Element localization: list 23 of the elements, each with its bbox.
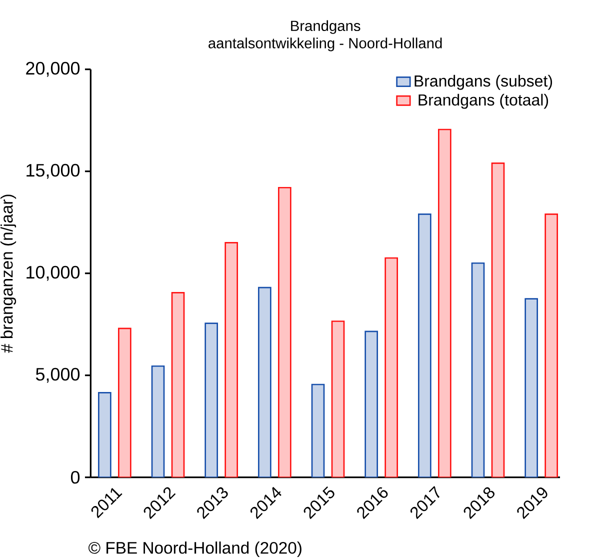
legend-label: Brandgans (subset) <box>414 74 552 90</box>
bar <box>118 328 132 478</box>
y-tick-label: 15,000 <box>26 164 80 179</box>
bar <box>331 320 345 478</box>
bar <box>224 242 238 478</box>
bar <box>491 162 505 478</box>
y-tick-label: 5,000 <box>36 368 80 383</box>
y-tick-label: 10,000 <box>26 266 80 281</box>
bar <box>544 213 558 478</box>
bar <box>471 262 485 478</box>
legend-label: Brandgans (totaal) <box>418 94 548 109</box>
y-tick-label: 20,000 <box>26 62 80 77</box>
chart-title: Brandgans <box>291 20 360 34</box>
bar <box>384 257 398 478</box>
bar <box>311 384 325 478</box>
bar <box>171 292 185 478</box>
y-tick-label: 0 <box>70 470 80 484</box>
y-axis-title: # branganzen (n/jaar) <box>0 194 16 353</box>
bar <box>278 186 292 478</box>
bar <box>438 128 452 478</box>
bar <box>151 365 165 478</box>
text: © FBE Noord-Holland (2020) <box>88 542 302 558</box>
chart-subtitle: aantalsontwikkeling - Noord-Holland <box>208 38 442 52</box>
